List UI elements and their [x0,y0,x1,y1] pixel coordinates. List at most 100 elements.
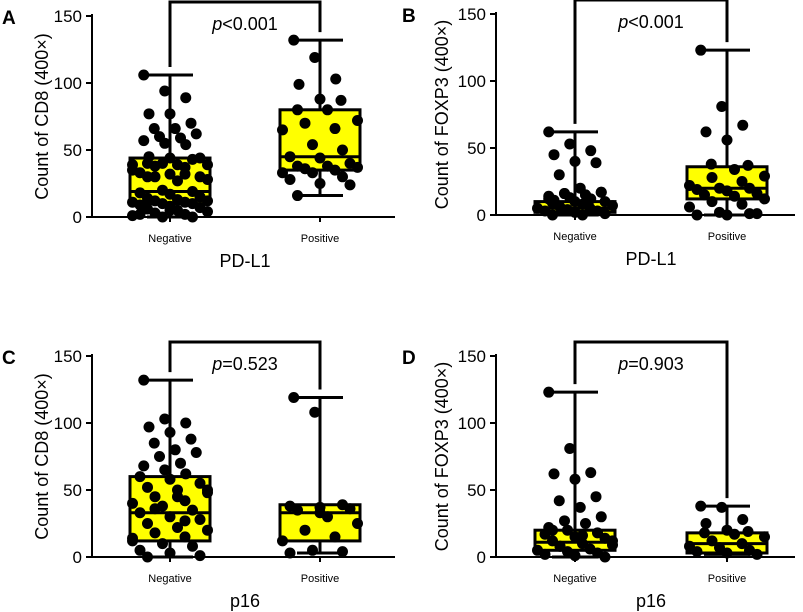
data-point [607,200,618,212]
x-tick-label: Positive [301,573,340,585]
data-point [721,547,733,559]
data-point [202,206,213,218]
data-point [742,526,754,538]
data-point [751,208,763,220]
data-point [695,44,707,56]
data-point [335,94,347,106]
data-point [157,157,168,169]
significance-bracket [168,0,322,67]
data-point [737,119,749,131]
data-point [164,108,176,120]
data-point [134,208,146,220]
data-point [759,531,770,543]
data-point [292,104,303,116]
data-point [574,501,586,513]
panel-label: B [402,6,416,27]
data-point [548,149,560,161]
x-tick-label: Negative [553,573,596,585]
data-point [706,196,718,208]
data-point [742,159,754,171]
data-point [172,175,183,187]
p-value-label: p=0.523 [211,354,278,374]
data-point [352,115,363,127]
y-tick-label: 50 [63,481,82,500]
data-point [293,78,305,90]
y-axis-label: Count of FOXP3 (400×) [432,20,452,210]
data-point [149,503,161,515]
data-point [309,52,321,64]
data-point [284,151,296,163]
data-point [307,139,318,151]
x-axis-label: p16 [636,591,666,611]
data-point [751,548,763,560]
data-point [329,531,341,543]
y-tick-label: 50 [467,139,486,158]
x-axis-label: PD-L1 [219,251,270,271]
data-point [159,413,171,425]
y-tick-label: 100 [54,414,82,433]
data-point [729,190,740,202]
data-point [577,209,588,221]
data-point [344,503,356,515]
data-point [330,73,342,85]
data-point [172,522,183,534]
y-tick-label: 100 [458,414,486,433]
data-point [543,193,555,205]
data-point [314,152,326,164]
data-point [736,538,748,550]
data-point [127,532,138,544]
data-point [759,193,770,205]
data-point [691,546,703,558]
data-point [577,530,588,542]
data-point [187,153,198,165]
data-point [585,467,597,479]
data-point [190,446,202,458]
data-point [299,524,311,536]
data-point [169,444,181,456]
data-point [164,547,176,559]
data-point [716,100,728,112]
data-point [148,123,160,135]
data-point [149,527,161,539]
data-point [309,406,321,418]
significance-bracket [573,340,729,499]
y-tick-label: 0 [73,208,82,227]
y-tick-label: 100 [54,74,82,93]
data-point [148,437,160,449]
x-tick-label: Positive [708,573,747,585]
x-tick-label: Positive [708,231,747,243]
y-tick-label: 50 [467,481,486,500]
data-point [562,524,573,536]
data-point [164,426,176,438]
data-point [134,544,146,556]
data-point [580,518,591,529]
data-point [127,497,138,509]
data-point [559,188,570,200]
data-point [202,159,213,171]
data-point [729,528,740,540]
y-tick-label: 150 [458,5,486,24]
data-point [564,138,576,150]
data-point [180,139,192,151]
panel-b: 0 50 100 150 B Count of FOXP3 (400×) PD-L1 Nega… [402,0,795,269]
data-point [187,540,198,552]
data-point [164,204,176,216]
data-point [559,515,570,527]
data-point [553,495,565,507]
data-point [185,117,197,129]
y-tick-label: 0 [73,548,82,567]
data-point [329,123,341,135]
data-point [607,535,618,547]
data-point [134,471,146,483]
data-point [288,34,300,46]
data-point [157,538,168,550]
data-point [547,209,558,221]
y-tick-label: 150 [54,7,82,26]
y-tick-label: 0 [477,548,486,567]
data-point [736,176,748,187]
data-point [564,442,576,454]
data-point [142,481,153,493]
y-axis-label: Count of FOXP3 (400×) [432,362,452,552]
data-point [352,518,363,529]
data-point [569,550,581,562]
